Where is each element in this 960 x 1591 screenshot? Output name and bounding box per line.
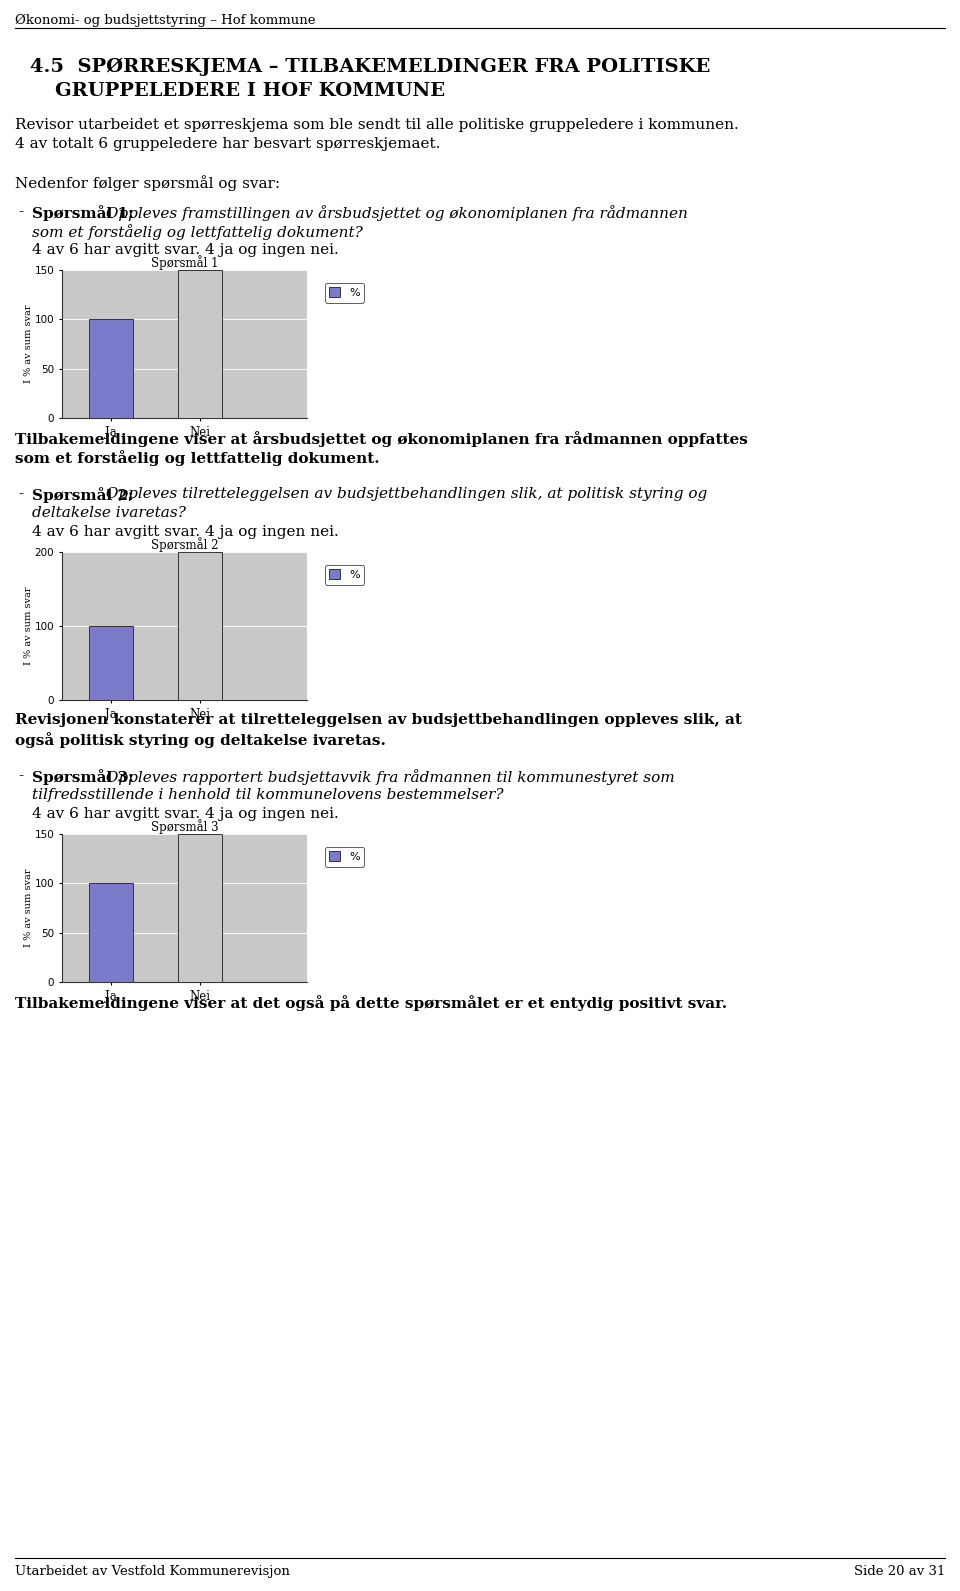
Text: Økonomi- og budsjettstyring – Hof kommune: Økonomi- og budsjettstyring – Hof kommun…	[15, 14, 316, 27]
Text: -: -	[18, 768, 23, 783]
Text: 4 av 6 har avgitt svar. 4 ja og ingen nei.: 4 av 6 har avgitt svar. 4 ja og ingen ne…	[32, 807, 339, 821]
Text: som et forståelig og lettfattelig dokument.: som et forståelig og lettfattelig dokume…	[15, 450, 379, 466]
Y-axis label: I % av sum svar: I % av sum svar	[24, 587, 34, 665]
Legend: %: %	[324, 565, 364, 584]
Text: Utarbeidet av Vestfold Kommunerevisjon: Utarbeidet av Vestfold Kommunerevisjon	[15, 1566, 290, 1578]
Text: tilfredsstillende i henhold til kommunelovens bestemmelser?: tilfredsstillende i henhold til kommunel…	[32, 788, 503, 802]
Text: -: -	[18, 487, 23, 501]
Bar	[88, 883, 133, 982]
Legend: %: %	[324, 846, 364, 867]
Y-axis label: I % av sum svar: I % av sum svar	[24, 869, 34, 947]
Text: Side 20 av 31: Side 20 av 31	[853, 1566, 945, 1578]
Title: Spørsmål 2: Spørsmål 2	[151, 538, 218, 552]
Y-axis label: I % av sum svar: I % av sum svar	[24, 305, 34, 383]
Text: også politisk styring og deltakelse ivaretas.: også politisk styring og deltakelse ivar…	[15, 732, 386, 748]
Text: Tilbakemeldingene viser at det også på dette spørsmålet er et entydig positivt s: Tilbakemeldingene viser at det også på d…	[15, 994, 727, 1010]
Bar	[178, 834, 223, 982]
Text: Revisjonen konstaterer at tilretteleggelsen av budsjettbehandlingen oppleves sli: Revisjonen konstaterer at tilretteleggel…	[15, 713, 742, 727]
Text: 4 av 6 har avgitt svar. 4 ja og ingen nei.: 4 av 6 har avgitt svar. 4 ja og ingen ne…	[32, 243, 339, 258]
Text: Oppleves tilretteleggelsen av budsjettbehandlingen slik, at politisk styring og: Oppleves tilretteleggelsen av budsjettbe…	[102, 487, 708, 501]
Text: deltakelse ivaretas?: deltakelse ivaretas?	[32, 506, 186, 520]
Legend: %: %	[324, 283, 364, 302]
Bar	[178, 552, 223, 700]
Text: Tilbakemeldingene viser at årsbudsjettet og økonomiplanen fra rådmannen oppfatte: Tilbakemeldingene viser at årsbudsjettet…	[15, 431, 748, 447]
Text: 4 av 6 har avgitt svar. 4 ja og ingen nei.: 4 av 6 har avgitt svar. 4 ja og ingen ne…	[32, 525, 339, 539]
Text: Spørsmål 2:: Spørsmål 2:	[32, 487, 133, 503]
Text: Nedenfor følger spørsmål og svar:: Nedenfor følger spørsmål og svar:	[15, 175, 280, 191]
Text: Spørsmål 1:: Spørsmål 1:	[32, 205, 133, 221]
Title: Spørsmål 3: Spørsmål 3	[151, 819, 218, 834]
Text: Spørsmål 3:: Spørsmål 3:	[32, 768, 133, 784]
Title: Spørsmål 1: Spørsmål 1	[151, 255, 218, 270]
Bar	[88, 320, 133, 418]
Text: som et forståelig og lettfattelig dokument?: som et forståelig og lettfattelig dokume…	[32, 224, 363, 240]
Text: -: -	[18, 205, 23, 220]
Text: Oppleves rapportert budsjettavvik fra rådmannen til kommunestyret som: Oppleves rapportert budsjettavvik fra rå…	[102, 768, 675, 784]
Bar	[178, 270, 223, 418]
Text: 4.5  SPØRRESKJEMA – TILBAKEMELDINGER FRA POLITISKE: 4.5 SPØRRESKJEMA – TILBAKEMELDINGER FRA …	[30, 57, 710, 76]
Text: Oppleves framstillingen av årsbudsjettet og økonomiplanen fra rådmannen: Oppleves framstillingen av årsbudsjettet…	[102, 205, 688, 221]
Text: GRUPPELEDERE I HOF KOMMUNE: GRUPPELEDERE I HOF KOMMUNE	[55, 83, 445, 100]
Text: Revisor utarbeidet et spørreskjema som ble sendt til alle politiske gruppeledere: Revisor utarbeidet et spørreskjema som b…	[15, 118, 739, 132]
Text: 4 av totalt 6 gruppeledere har besvart spørreskjemaet.: 4 av totalt 6 gruppeledere har besvart s…	[15, 137, 441, 151]
Bar	[88, 625, 133, 700]
